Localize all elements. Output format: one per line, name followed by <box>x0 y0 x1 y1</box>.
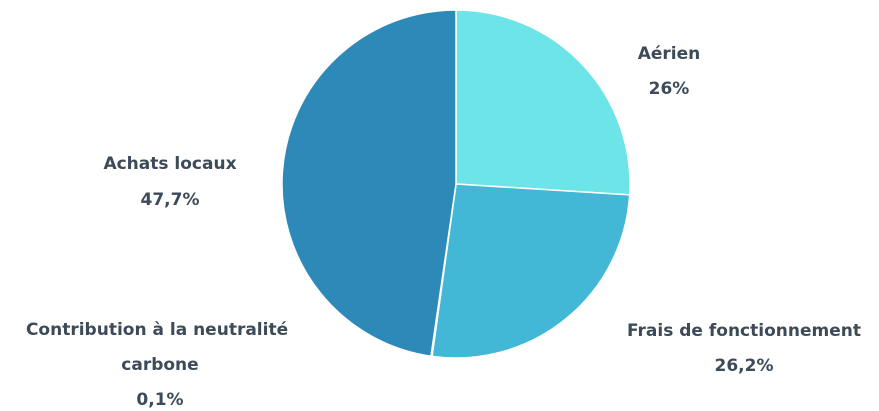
slice-value-frais-de-fonctionnement: 26,2% <box>715 356 774 376</box>
slice-label-achats-locaux: Achats locaux <box>103 154 236 174</box>
pie-slice-achats-locaux <box>281 9 457 357</box>
slice-label-contribution-line-1: Contribution à la neutralité <box>26 320 288 340</box>
slice-label-contribution: Contribution à la neutralité carbone <box>26 320 294 375</box>
slice-label-frais-de-fonctionnement: Frais de fonctionnement <box>627 321 861 341</box>
pie-labels: Aérien 26% Frais de fonctionnement 26,2%… <box>26 44 861 410</box>
slice-label-contribution-line-2: carbone <box>121 355 198 375</box>
slice-label-aerien: Aérien <box>638 44 701 64</box>
pie-slices <box>281 9 631 359</box>
slice-value-aerien: 26% <box>649 79 690 99</box>
pie-slice-aerien <box>455 9 631 196</box>
slice-value-contribution: 0,1% <box>136 390 183 410</box>
slice-value-achats-locaux: 47,7% <box>141 190 200 210</box>
pie-slice-frais-de-fonctionnement <box>431 183 631 359</box>
